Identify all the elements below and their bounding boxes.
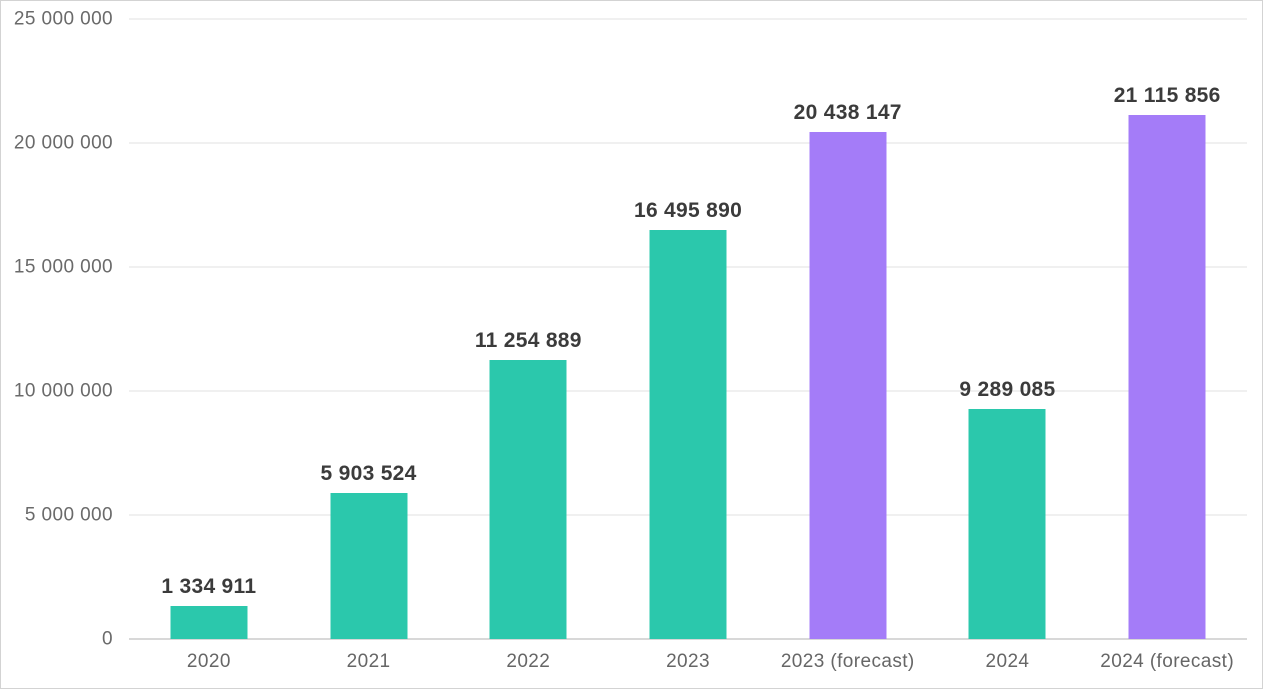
y-axis-tick-label: 20 000 000 xyxy=(13,132,113,154)
x-axis-label: 2020 xyxy=(186,651,231,672)
y-axis-tick-label: 25 000 000 xyxy=(13,8,113,30)
y-axis-tick-label: 5 000 000 xyxy=(24,504,113,526)
bar-2022 xyxy=(489,359,567,639)
bar-value-label: 1 334 911 xyxy=(161,574,257,598)
bar-slot: 16 495 890 2023 xyxy=(608,19,768,671)
y-axis-tick-label: 10 000 000 xyxy=(13,380,113,402)
bar-value-label: 5 903 524 xyxy=(320,461,417,485)
bar-slot: 20 438 147 2023 (forecast) xyxy=(768,19,928,671)
bar-value-label: 20 438 147 xyxy=(793,101,902,125)
bar-slot: 9 289 085 2024 xyxy=(928,19,1088,671)
bar-slots: 1 334 911 2020 5 903 524 2021 11 254 889 2022… xyxy=(129,19,1247,671)
y-axis-tick-label: 0 xyxy=(102,628,113,650)
bar-slot: 5 903 524 2021 xyxy=(289,19,449,671)
bar-2024-forecast xyxy=(1128,115,1206,639)
bar-slot: 21 115 856 2024 (forecast) xyxy=(1087,19,1247,671)
bar-value-label: 11 254 889 xyxy=(474,328,582,352)
bar-slot: 1 334 911 2020 xyxy=(129,19,289,671)
plot-area: 0 5 000 000 10 000 000 15 000 000 20 000 000… xyxy=(14,10,1247,671)
gridline xyxy=(129,18,1247,20)
bar-value-label: 9 289 085 xyxy=(959,377,1056,401)
bar-slot: 11 254 889 2022 xyxy=(448,19,608,671)
x-axis-label: 2023 (forecast) xyxy=(780,651,915,672)
bar-2020 xyxy=(170,605,248,639)
bar-value-label: 16 495 890 xyxy=(633,198,743,222)
bar-2023-forecast xyxy=(809,132,887,639)
x-axis-label: 2022 xyxy=(506,651,551,672)
x-axis-label: 2021 xyxy=(346,651,391,672)
bar-2024 xyxy=(968,408,1046,639)
gridline xyxy=(129,142,1247,144)
y-axis-tick-label: 15 000 000 xyxy=(13,256,113,278)
x-axis-label: 2023 xyxy=(666,651,710,672)
x-axis-label: 2024 (forecast) xyxy=(1100,651,1235,672)
bar-value-label: 21 115 856 xyxy=(1113,84,1221,108)
x-axis-baseline xyxy=(129,638,1247,640)
bar-2021 xyxy=(330,492,408,639)
x-axis-label: 2024 xyxy=(985,651,1030,672)
bar-2023 xyxy=(649,229,727,639)
